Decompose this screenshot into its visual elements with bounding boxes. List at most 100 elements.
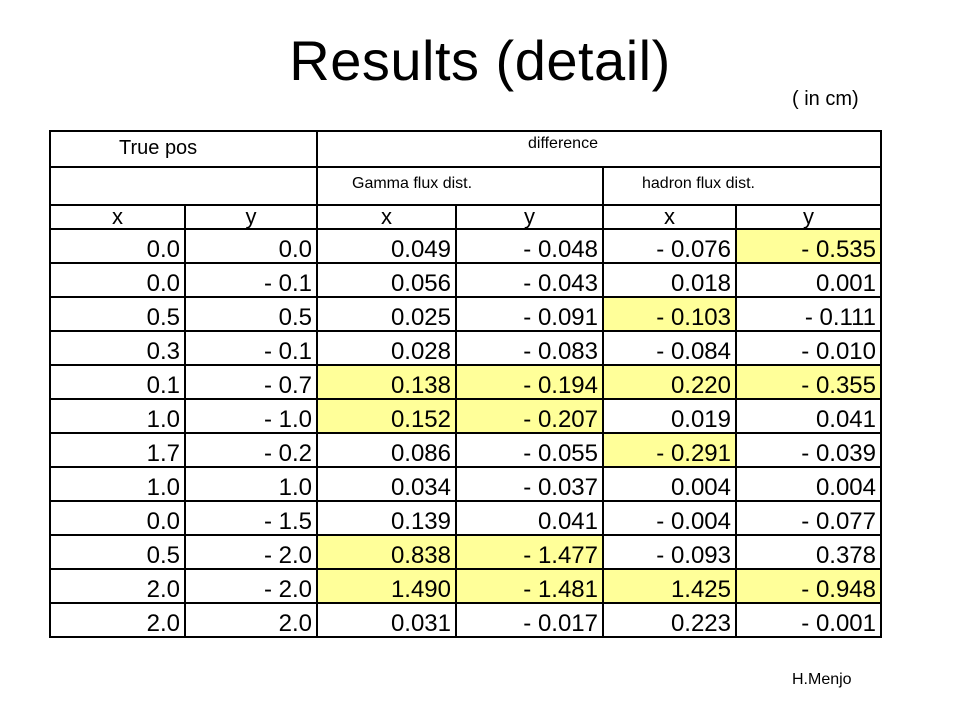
gamma-y-cell: - 0.048 [455,228,604,264]
header-row-2: Gamma flux dist. hadron flux dist. [49,166,882,206]
hadron-y-cell: - 0.111 [735,296,882,332]
true-y-cell: - 1.0 [184,398,318,434]
true-x-cell: 2.0 [49,568,186,604]
table-row: 0.0 0.0 0.049- 0.048- 0.076- 0.535 [49,228,882,264]
hadron-header-cell: hadron flux dist. [602,166,882,206]
gamma-flux-label: Gamma flux dist. [352,175,473,192]
gamma-x-cell: 0.049 [316,228,457,264]
hadron-x-cell: - 0.084 [602,330,737,366]
header-row-1: True pos difference [49,130,882,168]
gamma-y-cell: - 1.481 [455,568,604,604]
table-row: 0.1- 0.7 0.138- 0.194 0.220- 0.355 [49,364,882,400]
true-x-cell: 0.3 [49,330,186,366]
true-y-cell: 1.0 [184,466,318,502]
difference-label: difference [528,135,598,152]
true-pos-label: True pos [119,137,198,159]
gamma-y-cell: - 1.477 [455,534,604,570]
hadron-x-cell: - 0.093 [602,534,737,570]
gamma-header-cell: Gamma flux dist. [316,166,604,206]
hadron-y-cell: 0.041 [735,398,882,434]
true-y-cell: 0.0 [184,228,318,264]
hadron-x-cell: 0.004 [602,466,737,502]
col-label-hadron-x: x [602,204,737,230]
gamma-y-cell: - 0.043 [455,262,604,298]
col-label-true-x: x [49,204,186,230]
true-x-cell: 0.1 [49,364,186,400]
col-label-hadron-y: y [735,204,882,230]
hadron-flux-label: hadron flux dist. [642,175,755,192]
blank-header-cell [49,166,318,206]
gamma-x-cell: 0.056 [316,262,457,298]
true-x-cell: 2.0 [49,602,186,638]
hadron-x-cell: - 0.103 [602,296,737,332]
col-label-gamma-y: y [455,204,604,230]
true-y-cell: - 1.5 [184,500,318,536]
gamma-y-cell: - 0.083 [455,330,604,366]
true-x-cell: 1.0 [49,466,186,502]
true-y-cell: - 0.1 [184,330,318,366]
gamma-y-cell: - 0.037 [455,466,604,502]
table-row: 2.0- 2.0 1.490- 1.481 1.425- 0.948 [49,568,882,604]
table-row: 0.0- 1.5 0.139 0.041- 0.004- 0.077 [49,500,882,536]
gamma-x-cell: 0.139 [316,500,457,536]
true-y-cell: - 2.0 [184,568,318,604]
hadron-x-cell: - 0.004 [602,500,737,536]
units-note: ( in cm) [792,88,859,110]
hadron-x-cell: 0.018 [602,262,737,298]
gamma-x-cell: 0.152 [316,398,457,434]
gamma-y-cell: - 0.091 [455,296,604,332]
hadron-y-cell: - 0.010 [735,330,882,366]
hadron-x-cell: 0.223 [602,602,737,638]
gamma-x-cell: 1.490 [316,568,457,604]
true-y-cell: - 0.1 [184,262,318,298]
hadron-x-cell: - 0.291 [602,432,737,468]
true-y-cell: 2.0 [184,602,318,638]
true-x-cell: 0.0 [49,228,186,264]
hadron-y-cell: - 0.948 [735,568,882,604]
hadron-y-cell: 0.378 [735,534,882,570]
author-credit: H.Menjo [792,671,852,688]
gamma-y-cell: 0.041 [455,500,604,536]
slide-title: Results (detail) [289,29,671,92]
hadron-x-cell: 0.220 [602,364,737,400]
true-x-cell: 0.0 [49,500,186,536]
true-x-cell: 0.5 [49,296,186,332]
gamma-y-cell: - 0.055 [455,432,604,468]
table-row: 1.0 1.0 0.034- 0.037 0.004 0.004 [49,466,882,502]
table-row: 1.0- 1.0 0.152- 0.207 0.019 0.041 [49,398,882,434]
gamma-x-cell: 0.086 [316,432,457,468]
gamma-x-cell: 0.031 [316,602,457,638]
hadron-y-cell: 0.001 [735,262,882,298]
table-row: 2.0 2.0 0.031- 0.017 0.223- 0.001 [49,602,882,638]
hadron-y-cell: - 0.001 [735,602,882,638]
results-table: True pos difference Gamma flux dist. had… [49,130,882,638]
col-label-true-y: y [184,204,318,230]
gamma-x-cell: 0.034 [316,466,457,502]
hadron-y-cell: - 0.039 [735,432,882,468]
gamma-x-cell: 0.025 [316,296,457,332]
true-x-cell: 1.7 [49,432,186,468]
true-y-cell: - 0.7 [184,364,318,400]
hadron-x-cell: 0.019 [602,398,737,434]
hadron-y-cell: - 0.077 [735,500,882,536]
hadron-y-cell: - 0.535 [735,228,882,264]
gamma-x-cell: 0.838 [316,534,457,570]
table-row: 1.7- 0.2 0.086- 0.055- 0.291- 0.039 [49,432,882,468]
true-pos-header-cell: True pos [49,130,318,168]
hadron-y-cell: - 0.355 [735,364,882,400]
hadron-y-cell: 0.004 [735,466,882,502]
table-row: 0.3- 0.1 0.028- 0.083- 0.084- 0.010 [49,330,882,366]
table-row: 0.5- 2.0 0.838- 1.477- 0.093 0.378 [49,534,882,570]
true-x-cell: 0.5 [49,534,186,570]
col-label-gamma-x: x [316,204,457,230]
hadron-x-cell: 1.425 [602,568,737,604]
table-row: 0.5 0.5 0.025- 0.091- 0.103- 0.111 [49,296,882,332]
true-y-cell: - 0.2 [184,432,318,468]
true-y-cell: 0.5 [184,296,318,332]
hadron-x-cell: - 0.076 [602,228,737,264]
difference-header-cell: difference [316,130,882,168]
gamma-y-cell: - 0.017 [455,602,604,638]
gamma-x-cell: 0.138 [316,364,457,400]
table-row: 0.0- 0.1 0.056- 0.043 0.018 0.001 [49,262,882,298]
gamma-x-cell: 0.028 [316,330,457,366]
